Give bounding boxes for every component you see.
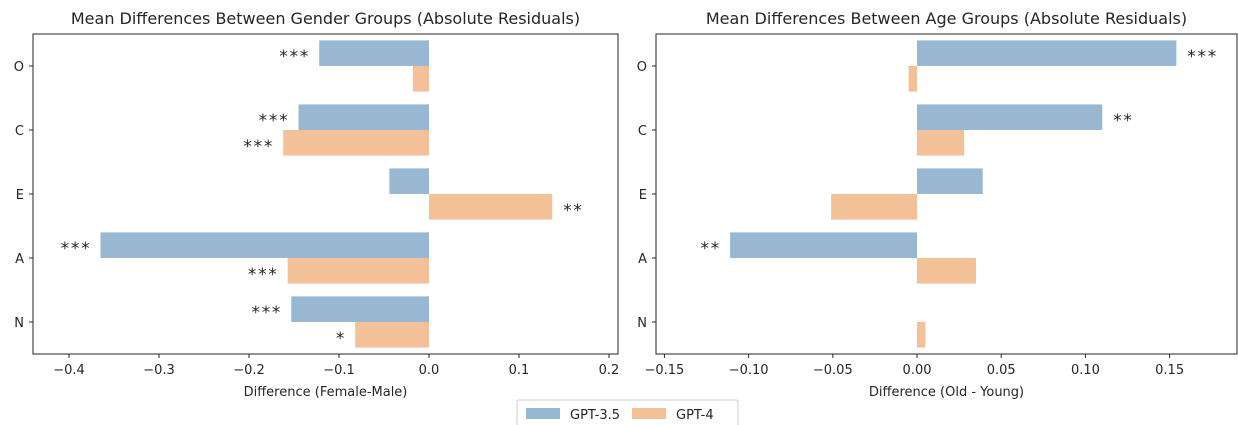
bar-gpt4-A	[917, 258, 976, 284]
bar-gpt4-E	[831, 194, 918, 220]
legend-swatch-gpt4	[632, 408, 666, 419]
x-tick-label: 0.00	[903, 363, 932, 378]
x-tick-label: −0.15	[644, 363, 684, 378]
significance-label: ***	[247, 265, 278, 285]
y-tick-label: N	[637, 316, 647, 331]
y-tick-label: E	[16, 188, 24, 203]
significance-label: ***	[60, 239, 91, 259]
legend-swatch-gpt35	[526, 408, 560, 419]
y-tick-label: O	[637, 60, 647, 75]
chart-title: Mean Differences Between Age Groups (Abs…	[706, 9, 1187, 28]
x-tick-label: 0.15	[1155, 363, 1184, 378]
y-tick-label: N	[14, 316, 24, 331]
bar-gpt4-N	[355, 322, 429, 348]
bar-gpt4-O	[908, 66, 918, 92]
significance-label: ***	[242, 137, 273, 157]
chart-panel-1: Mean Differences Between Gender Groups (…	[14, 9, 620, 400]
significance-label: **	[562, 201, 582, 221]
bar-gpt35-N	[291, 296, 429, 322]
bar-gpt4-N	[917, 322, 926, 348]
bar-gpt35-O	[319, 40, 429, 66]
y-tick-label: C	[15, 124, 24, 139]
y-tick-label: E	[639, 188, 647, 203]
x-axis-label: Difference (Old - Young)	[869, 385, 1024, 400]
x-tick-label: −0.1	[323, 363, 355, 378]
bar-gpt35-A	[100, 232, 429, 258]
bar-gpt4-O	[412, 66, 429, 92]
significance-label: **	[700, 239, 720, 259]
x-tick-label: 0.2	[599, 363, 620, 378]
bar-gpt4-C	[283, 130, 429, 156]
bar-gpt35-O	[917, 40, 1177, 66]
x-tick-label: −0.2	[233, 363, 265, 378]
x-tick-label: −0.10	[729, 363, 769, 378]
significance-label: ***	[278, 47, 309, 67]
bar-gpt4-C	[917, 130, 965, 156]
significance-label: ***	[1186, 47, 1217, 67]
bar-gpt4-E	[429, 194, 553, 220]
legend-label: GPT-3.5	[570, 408, 620, 423]
legend: GPT-3.5 GPT-4	[516, 399, 739, 425]
x-tick-label: −0.05	[813, 363, 853, 378]
x-tick-label: −0.3	[143, 363, 175, 378]
x-tick-label: 0.0	[419, 363, 440, 378]
x-tick-label: 0.05	[987, 363, 1016, 378]
significance-label: *	[335, 329, 345, 349]
significance-label: ***	[251, 303, 282, 323]
significance-label: **	[1112, 111, 1132, 131]
bar-gpt35-E	[389, 168, 429, 194]
significance-label: ***	[258, 111, 289, 131]
chart-panel-2: Mean Differences Between Age Groups (Abs…	[637, 9, 1238, 400]
y-tick-label: A	[15, 252, 24, 267]
bar-gpt35-C	[298, 104, 429, 130]
y-tick-label: O	[14, 60, 24, 75]
y-tick-label: C	[638, 124, 647, 139]
y-tick-label: A	[638, 252, 647, 267]
legend-label: GPT-4	[676, 408, 714, 423]
legend-frame	[516, 399, 739, 425]
x-tick-label: 0.1	[509, 363, 530, 378]
chart-title: Mean Differences Between Gender Groups (…	[71, 9, 580, 28]
x-tick-label: −0.4	[53, 363, 85, 378]
bar-gpt35-C	[917, 104, 1103, 130]
x-axis-label: Difference (Female-Male)	[244, 385, 408, 400]
x-tick-label: 0.10	[1071, 363, 1100, 378]
bar-gpt4-A	[287, 258, 429, 284]
bar-gpt35-E	[917, 168, 983, 194]
bar-gpt35-A	[730, 232, 918, 258]
